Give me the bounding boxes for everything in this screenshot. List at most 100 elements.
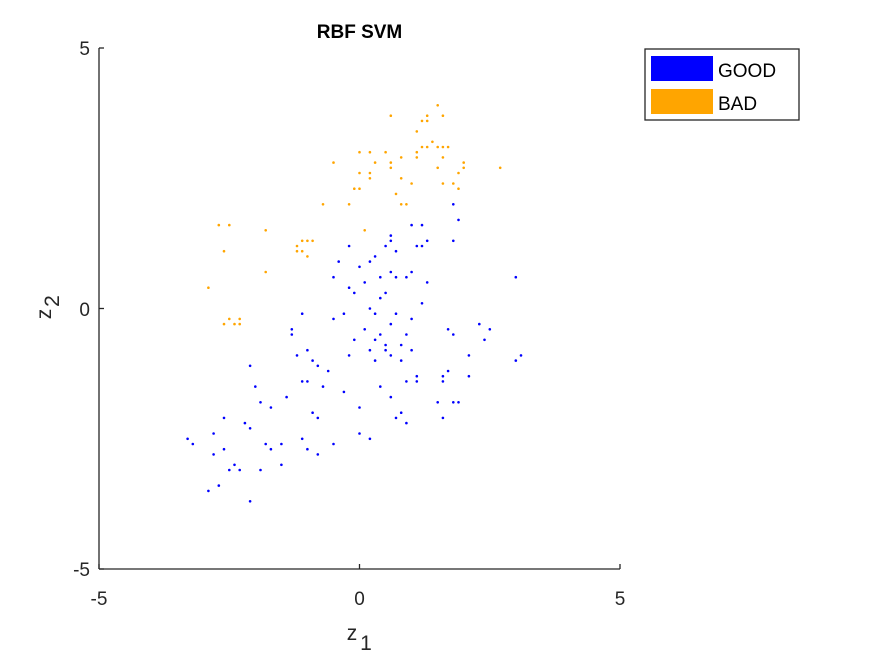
data-point-good	[452, 203, 455, 206]
legend-swatch-bad	[651, 89, 713, 114]
data-point-bad	[441, 156, 445, 159]
data-point-bad	[358, 150, 361, 154]
data-point-good	[191, 442, 195, 446]
data-point-good	[300, 312, 304, 316]
data-point-good	[368, 348, 372, 352]
data-point-good	[373, 338, 377, 342]
x-tick-label: 0	[354, 589, 365, 610]
data-point-bad	[222, 322, 226, 326]
data-point-bad	[399, 156, 403, 159]
data-point-good	[248, 500, 252, 503]
data-point-good	[514, 359, 518, 362]
data-point-good	[384, 348, 387, 352]
data-point-good	[420, 302, 424, 305]
data-point-good	[316, 416, 320, 420]
data-point-good	[363, 328, 367, 331]
data-point-good	[212, 432, 215, 435]
data-point-good	[358, 265, 361, 269]
data-point-good	[368, 307, 372, 310]
data-point-bad	[295, 249, 299, 253]
data-point-bad	[222, 249, 226, 253]
data-point-good	[384, 244, 387, 248]
data-point-good	[243, 421, 247, 425]
data-point-bad	[217, 223, 221, 227]
data-point-good	[389, 239, 393, 243]
data-point-bad	[441, 114, 445, 117]
data-point-bad	[207, 286, 210, 290]
data-point-bad	[431, 140, 434, 144]
data-point-bad	[436, 166, 440, 170]
data-point-good	[285, 395, 288, 399]
data-point-good	[311, 359, 314, 362]
data-point-good	[415, 380, 419, 383]
data-point-good	[394, 312, 398, 316]
data-point-bad	[436, 104, 440, 107]
data-point-bad	[358, 187, 361, 190]
data-point-good	[186, 437, 189, 441]
data-point-good	[248, 364, 252, 368]
data-point-bad	[394, 192, 398, 196]
data-point-bad	[363, 229, 367, 232]
data-point-good	[347, 354, 351, 357]
data-point-bad	[415, 130, 419, 133]
data-point-bad	[306, 255, 309, 258]
data-point-good	[384, 291, 387, 295]
data-point-bad	[420, 119, 424, 123]
data-point-good	[259, 468, 262, 472]
data-point-good	[415, 374, 419, 378]
data-point-good	[269, 447, 273, 451]
x-tick-label: -5	[91, 589, 108, 610]
data-point-good	[254, 385, 257, 388]
data-point-good	[488, 328, 492, 331]
data-point-good	[394, 416, 398, 420]
data-point-bad	[498, 166, 502, 170]
data-point-good	[446, 369, 450, 373]
data-point-good	[358, 432, 361, 435]
data-point-good	[452, 239, 455, 243]
data-point-bad	[462, 161, 466, 164]
data-point-good	[306, 447, 309, 451]
y-tick-label: 5	[79, 39, 90, 60]
data-point-good	[410, 317, 413, 321]
y-axis-label: z	[33, 309, 56, 320]
data-point-good	[514, 275, 518, 279]
data-point-bad	[233, 322, 236, 326]
data-point-bad	[415, 150, 419, 154]
data-point-good	[441, 380, 445, 383]
data-point-good	[222, 447, 226, 451]
data-point-good	[295, 354, 299, 357]
legend: GOOD BAD	[644, 48, 800, 121]
data-point-good	[290, 333, 294, 336]
data-point-bad	[446, 145, 450, 149]
data-point-good	[379, 275, 382, 279]
data-point-good	[264, 442, 268, 446]
data-point-good	[306, 348, 309, 352]
data-point-bad	[441, 145, 445, 149]
data-point-bad	[295, 244, 299, 248]
data-point-bad	[300, 239, 304, 243]
data-point-good	[238, 468, 241, 472]
data-point-bad	[306, 239, 309, 243]
data-point-good	[389, 322, 393, 326]
data-point-good	[363, 281, 367, 284]
data-point-good	[217, 484, 221, 487]
data-point-good	[410, 223, 413, 227]
y-tick-label: 0	[79, 300, 90, 321]
data-point-good	[399, 411, 403, 415]
data-point-good	[420, 223, 424, 227]
data-point-good	[379, 296, 382, 300]
data-point-bad	[368, 150, 372, 154]
data-point-bad	[441, 182, 445, 185]
data-point-good	[373, 255, 377, 258]
data-point-good	[342, 390, 346, 394]
data-point-good	[483, 338, 486, 342]
legend-swatch-good	[651, 56, 713, 81]
data-point-good	[467, 354, 471, 357]
data-point-bad	[373, 161, 377, 164]
data-point-good	[228, 468, 231, 472]
data-point-good	[410, 348, 413, 352]
data-point-good	[405, 380, 408, 383]
data-point-bad	[368, 171, 372, 175]
data-point-bad	[238, 322, 241, 326]
chart-title: RBF SVM	[317, 22, 403, 43]
